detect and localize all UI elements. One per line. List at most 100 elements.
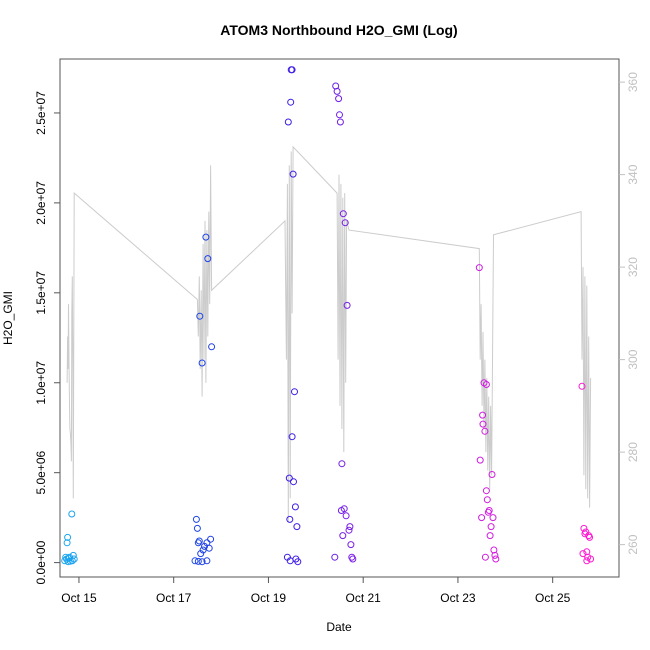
data-point <box>339 532 347 540</box>
data-point <box>198 558 206 566</box>
data-point <box>68 510 76 518</box>
data-point <box>288 433 296 441</box>
data-point <box>479 420 487 428</box>
x-tick-label: Oct 17 <box>156 591 192 605</box>
data-point <box>338 460 346 468</box>
x-tick-label: Oct 21 <box>346 591 382 605</box>
data-point <box>63 539 71 547</box>
data-point <box>583 557 591 565</box>
data-point <box>207 535 215 543</box>
data-point <box>194 557 202 565</box>
chart-title: ATOM3 Northbound H2O_GMI (Log) <box>220 22 457 38</box>
data-point <box>331 553 339 561</box>
data-point <box>198 359 206 367</box>
data-point <box>336 118 344 126</box>
data-point <box>341 219 349 227</box>
data-point <box>288 66 296 74</box>
data-point <box>199 546 207 554</box>
data-point <box>192 515 200 523</box>
data-point <box>485 507 493 514</box>
data-point <box>482 487 490 495</box>
y2-tick-label: 340 <box>626 164 640 184</box>
data-point <box>349 555 357 563</box>
data-point <box>204 255 212 263</box>
data-point <box>492 555 500 563</box>
right-axis: 260 280 300 320 340 360 <box>619 72 640 555</box>
data-point <box>488 471 496 478</box>
data-point <box>193 524 201 532</box>
data-point <box>339 210 347 218</box>
data-point <box>294 558 302 566</box>
data-point <box>481 553 489 561</box>
data-point <box>487 523 495 531</box>
y-tick-label: 1.0e+07 <box>34 361 48 405</box>
data-point <box>475 264 483 272</box>
data-point <box>293 523 301 531</box>
data-point <box>201 542 208 550</box>
y-tick-label: 2.0e+07 <box>34 181 48 225</box>
data-point <box>343 301 351 309</box>
x-tick-label: Oct 23 <box>440 591 476 605</box>
x-tick-label: Oct 15 <box>61 591 97 605</box>
data-point <box>486 532 494 540</box>
y2-tick-label: 280 <box>626 442 640 462</box>
data-point <box>489 514 497 522</box>
y2-tick-label: 320 <box>626 257 640 277</box>
data-point <box>287 98 295 106</box>
line-series-path <box>66 145 592 522</box>
data-point <box>579 550 587 558</box>
data-point <box>346 523 354 531</box>
y-tick-label: 1.5e+07 <box>34 271 48 315</box>
data-point <box>195 537 203 545</box>
data-point <box>208 343 216 351</box>
left-axis: 0.0e+00 5.0e+06 1.0e+07 1.5e+07 2.0e+07 2.5e+… <box>34 91 60 584</box>
data-point <box>336 111 343 119</box>
y2-tick-label: 300 <box>626 349 640 369</box>
x-tick-label: Oct 19 <box>251 591 287 605</box>
data-point <box>284 118 292 126</box>
data-point <box>483 496 491 504</box>
x-tick-label: Oct 25 <box>535 591 571 605</box>
data-point <box>347 541 355 549</box>
data-point <box>587 555 595 563</box>
data-point <box>285 474 293 482</box>
bottom-axis: Oct 15 Oct 17 Oct 19 Oct 21 Oct 23 Oct 25 <box>61 577 571 605</box>
data-point <box>491 551 499 559</box>
data-point <box>586 533 594 541</box>
y2-tick-label: 360 <box>626 72 640 92</box>
data-point <box>478 514 486 522</box>
y2-tick-label: 260 <box>626 534 640 554</box>
data-point <box>196 312 204 320</box>
y-tick-label: 0.0e+00 <box>34 540 48 584</box>
data-point <box>578 382 586 390</box>
data-point <box>340 505 348 513</box>
x-axis-label: Date <box>326 620 352 634</box>
data-point <box>205 544 213 552</box>
data-point <box>64 533 72 541</box>
y-tick-label: 5.0e+06 <box>34 451 48 495</box>
plot-frame <box>59 58 620 578</box>
data-point <box>291 388 298 396</box>
data-point <box>342 512 350 520</box>
data-point <box>286 515 294 523</box>
data-point <box>335 95 343 103</box>
data-point <box>333 87 341 95</box>
data-point <box>481 427 489 435</box>
line-series <box>66 145 592 522</box>
data-point <box>290 478 297 486</box>
data-point <box>70 555 78 563</box>
data-point <box>476 456 484 464</box>
data-point <box>191 557 199 565</box>
data-point <box>482 381 490 388</box>
y-axis-label: H2O_GMI <box>1 291 15 345</box>
data-point <box>479 411 487 419</box>
data-point <box>202 233 210 241</box>
data-point <box>203 557 211 565</box>
y-tick-label: 2.5e+07 <box>34 91 48 135</box>
data-point <box>345 526 353 534</box>
data-point <box>289 170 297 178</box>
scatter-series <box>61 66 595 566</box>
data-point <box>291 503 299 511</box>
data-point <box>69 551 77 559</box>
